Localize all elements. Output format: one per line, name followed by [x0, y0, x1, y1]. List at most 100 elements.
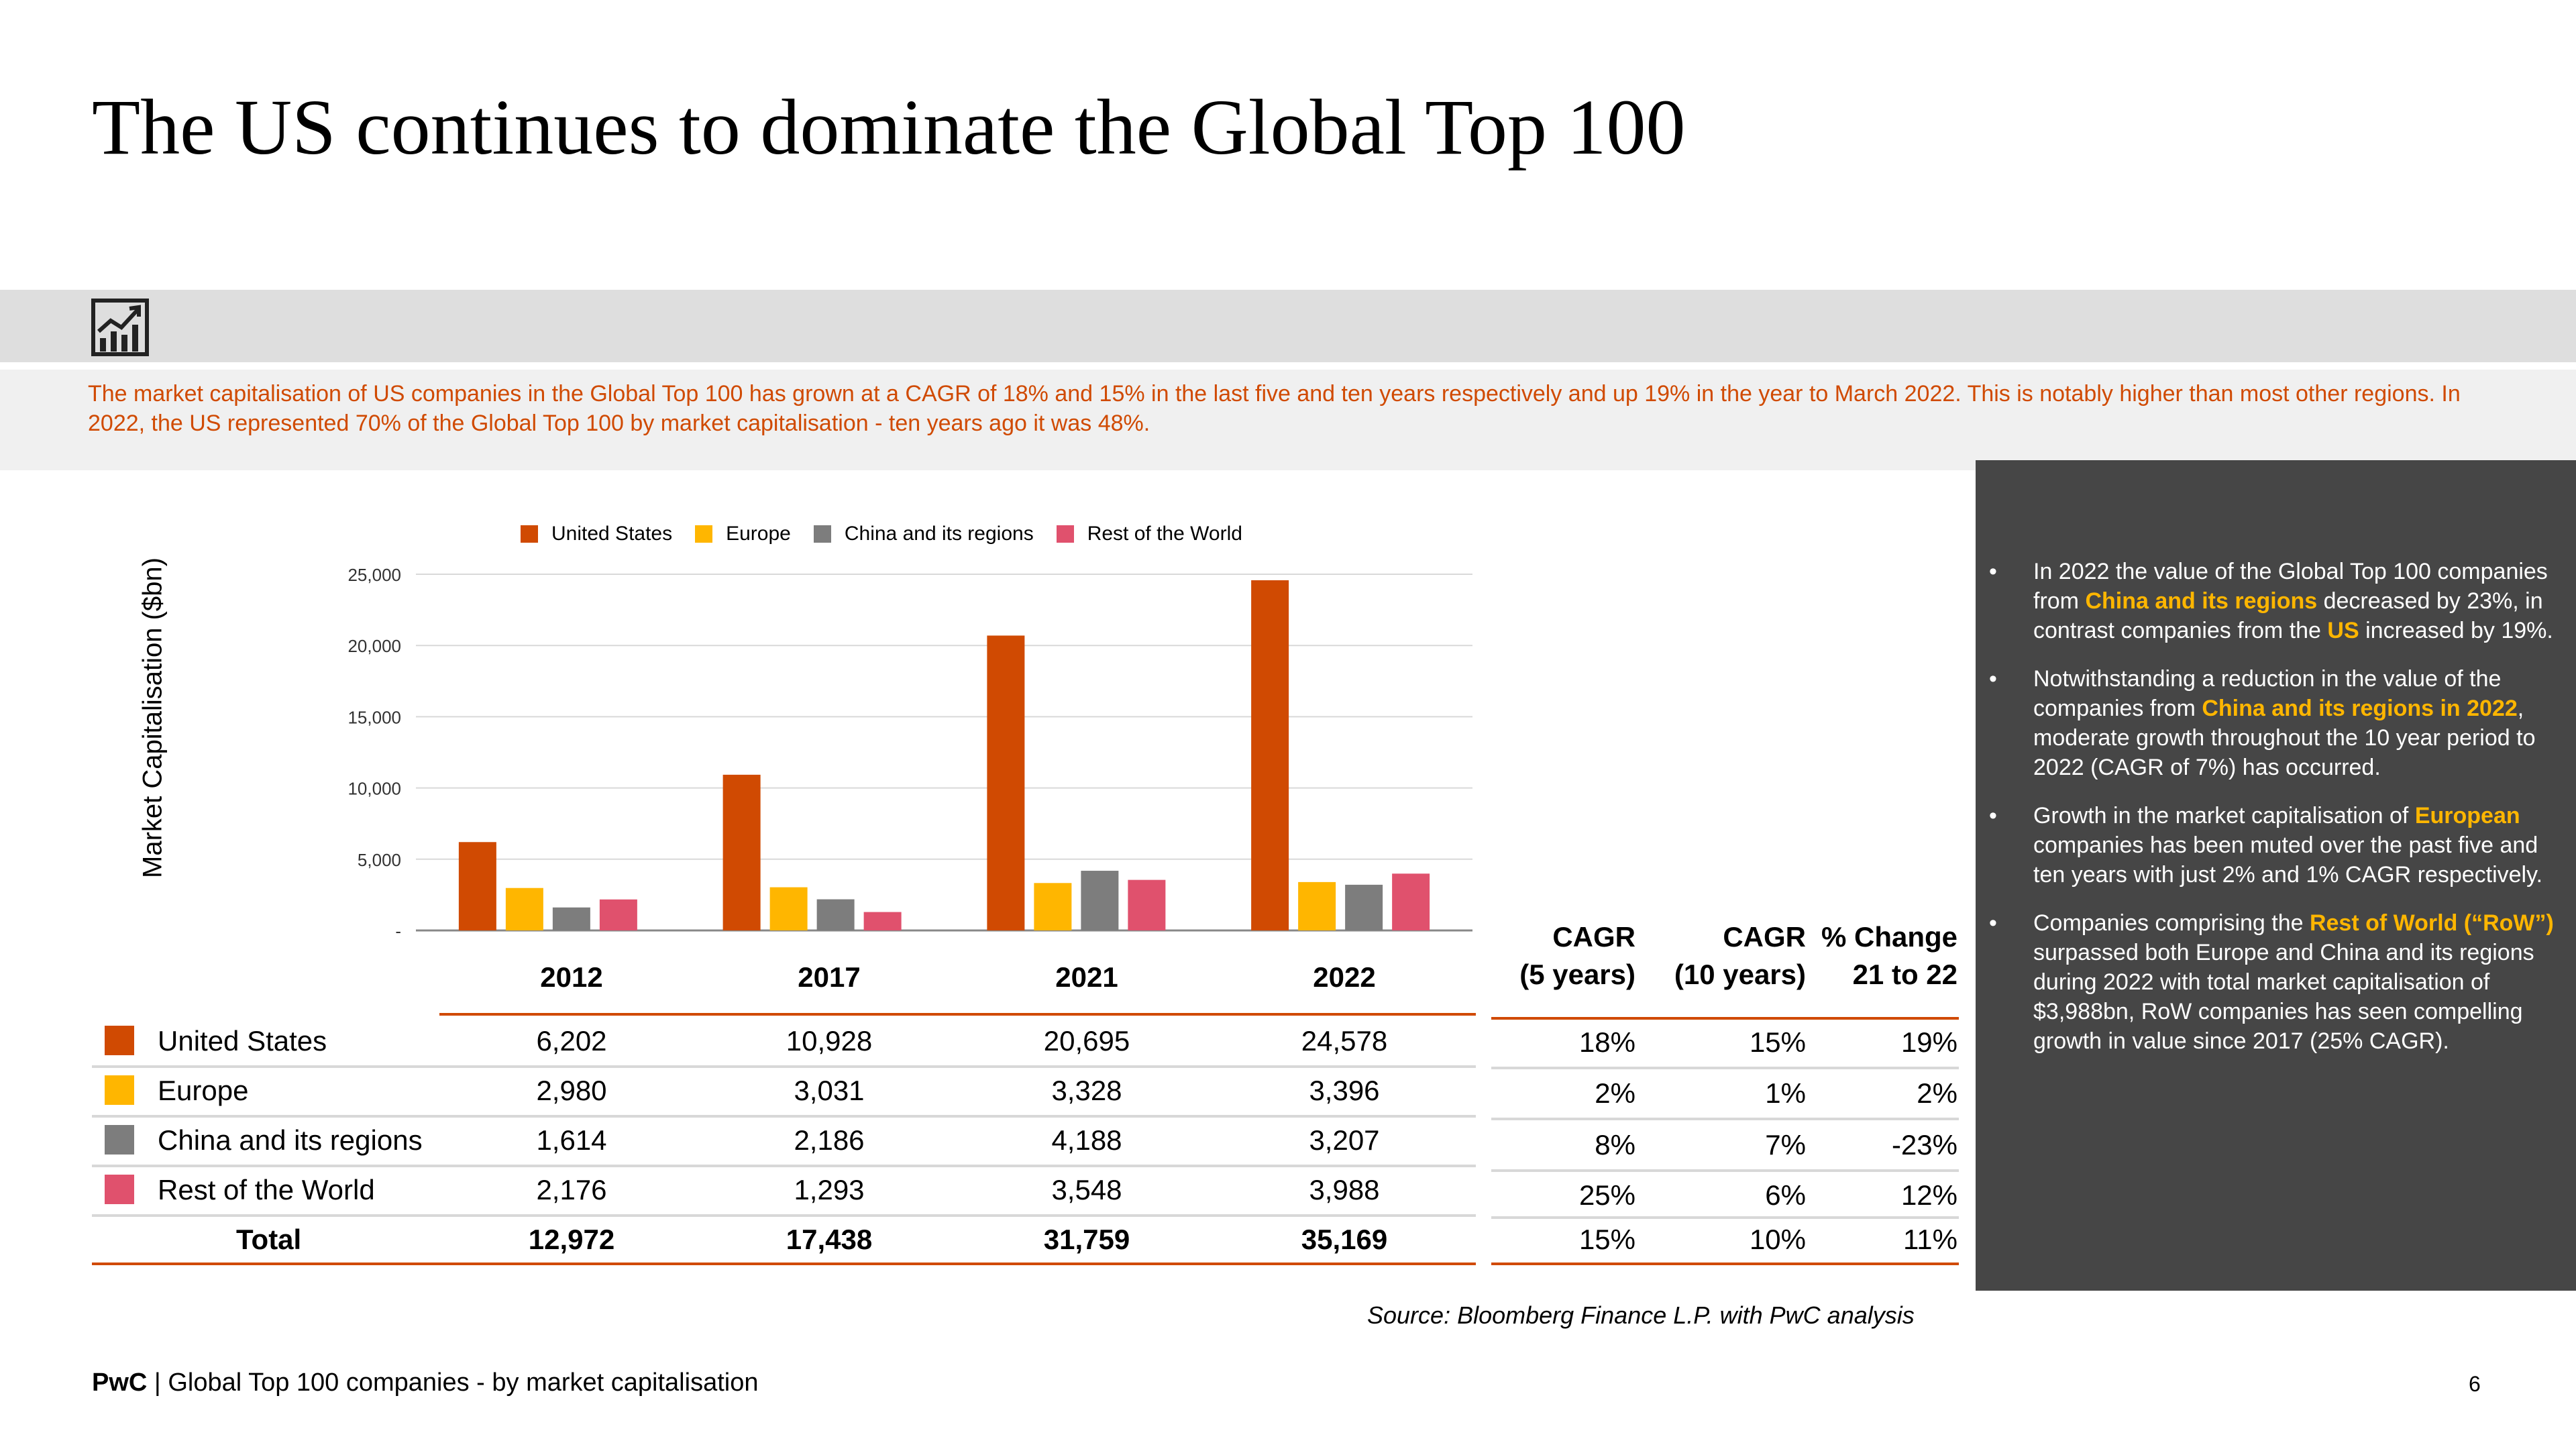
commentary-panel — [1976, 460, 2576, 1291]
row-swatch-rest-of-the-world — [105, 1175, 134, 1204]
y-tick-label: 10,000 — [347, 779, 401, 799]
bullet-marker: • — [1989, 559, 1997, 584]
bar-rest-of-the-world-2012 — [599, 899, 637, 930]
cell-growth: 7% — [1765, 1129, 1806, 1161]
row-divider — [92, 1115, 1476, 1118]
bullet-marker: • — [1989, 910, 1997, 936]
legend-label: China and its regions — [844, 523, 1034, 545]
bullet-marker: • — [1989, 666, 1997, 692]
bottom-rule — [1491, 1263, 1959, 1265]
highlight-text: China and its regions in 2022 — [2202, 696, 2518, 721]
cell-value: 1,614 — [536, 1124, 607, 1156]
bar-china-and-its-regions-2017 — [816, 899, 855, 930]
cell-value: 2,980 — [536, 1075, 607, 1106]
total-value: 12,972 — [528, 1224, 615, 1255]
total-value: 17,438 — [786, 1224, 873, 1255]
source-note: Source: Bloomberg Finance L.P. with PwC … — [1367, 1301, 1915, 1329]
legend-label: United States — [551, 523, 673, 545]
row-divider — [92, 1065, 1476, 1068]
bar-china-and-its-regions-2022 — [1345, 884, 1383, 930]
cell-value: 3,988 — [1309, 1174, 1380, 1205]
row-label: Europe — [158, 1075, 249, 1106]
growth-header: (10 years) — [1674, 959, 1806, 990]
legend-swatch — [695, 525, 713, 543]
highlight-text: China and its regions — [2085, 588, 2318, 614]
bar-united-states-2017 — [722, 774, 761, 930]
bullet-text: companies has been muted over the past f… — [2033, 833, 2543, 888]
bullet-text: In 2022 the value of the Global Top 100 … — [2033, 559, 2548, 614]
bullet-item: • Growth in the market capitalisation of … — [1989, 801, 2559, 890]
bullet-text: decreased by 23%, in contrast companies … — [2033, 588, 2543, 643]
bullet-text: Growth in the market capitalisation of — [2033, 803, 2415, 828]
legend-item: China and its regions — [813, 523, 1034, 545]
cell-growth: 2% — [1917, 1077, 1957, 1109]
legend-swatch — [521, 525, 538, 543]
total-value: 31,759 — [1043, 1224, 1130, 1255]
cell-value: 3,031 — [794, 1075, 865, 1106]
bullet-text: increased by 19%. — [2359, 618, 2553, 643]
bar-rest-of-the-world-2021 — [1128, 879, 1166, 930]
highlight-text: Rest of World (“RoW”) — [2309, 910, 2554, 936]
cell-value: 3,207 — [1309, 1124, 1380, 1156]
cell-growth: 8% — [1595, 1129, 1635, 1161]
y-tick-label: 5,000 — [358, 850, 401, 870]
bottom-rule — [92, 1263, 1476, 1265]
header-rule — [439, 1013, 1476, 1016]
row-divider — [92, 1214, 1476, 1217]
bar-united-states-2012 — [458, 842, 496, 930]
year-header: 2017 — [798, 961, 861, 993]
bullet-marker: • — [1989, 803, 1997, 828]
cell-growth: 18% — [1578, 1026, 1635, 1058]
cell-value: 4,188 — [1051, 1124, 1122, 1156]
bullet-item: • Notwithstanding a reduction in the valu… — [1989, 664, 2559, 782]
bar-europe-2022 — [1298, 881, 1336, 930]
cell-growth: 15% — [1749, 1026, 1806, 1058]
cell-growth: 12% — [1900, 1179, 1957, 1211]
row-swatch-europe — [105, 1075, 134, 1105]
page-number: 6 — [2469, 1372, 2481, 1396]
growth-header: (5 years) — [1519, 959, 1635, 990]
legend-item: Europe — [695, 523, 791, 545]
cell-value: 3,548 — [1051, 1174, 1122, 1205]
cell-value: 3,396 — [1309, 1075, 1380, 1106]
growth-header: 21 to 22 — [1852, 959, 1957, 990]
total-growth: 15% — [1578, 1224, 1635, 1255]
footer: PwC | Global Top 100 companies - by mark… — [92, 1368, 758, 1397]
legend-label: Europe — [726, 523, 791, 545]
bullet-item: • Companies comprising the Rest of World … — [1989, 908, 2559, 1056]
total-label: Total — [236, 1224, 302, 1255]
cell-value: 1,293 — [794, 1174, 865, 1205]
cell-growth: 25% — [1578, 1179, 1635, 1211]
row-label: United States — [158, 1025, 327, 1057]
legend-item: United States — [521, 523, 672, 545]
footer-brand: PwC — [92, 1368, 148, 1397]
year-header: 2021 — [1055, 961, 1118, 993]
highlight-text: US — [2327, 618, 2359, 643]
bullet-text: surpassed both Europe and China and its … — [2033, 940, 2534, 1054]
footer-text: Global Top 100 companies - by market cap… — [168, 1368, 759, 1397]
summary-text: The market capitalisation of US companie… — [88, 381, 2461, 436]
legend-swatch — [1056, 525, 1074, 543]
legend-swatch — [813, 525, 831, 543]
cell-growth: 6% — [1765, 1179, 1806, 1211]
growth-header: CAGR — [1723, 921, 1806, 953]
cell-growth: 1% — [1765, 1077, 1806, 1109]
bar-china-and-its-regions-2012 — [552, 907, 590, 930]
bar-united-states-2021 — [987, 635, 1025, 930]
y-tick-label: 20,000 — [347, 636, 401, 656]
row-divider — [1491, 1216, 1959, 1219]
bullet-text: Notwithstanding a reduction in the value… — [2033, 666, 2502, 721]
cell-value: 2,176 — [536, 1174, 607, 1205]
row-label: Rest of the World — [158, 1174, 375, 1205]
year-header: 2012 — [540, 961, 603, 993]
commentary-bullets: • In 2022 the value of the Global Top 100… — [1989, 557, 2559, 1075]
chart-legend: United States Europe China and its regions… — [521, 521, 1265, 547]
cell-value: 20,695 — [1043, 1025, 1130, 1057]
cell-value: 10,928 — [786, 1025, 873, 1057]
legend-item: Rest of the World — [1056, 523, 1242, 545]
cell-value: 6,202 — [536, 1025, 607, 1057]
total-value: 35,169 — [1301, 1224, 1388, 1255]
bullet-text: , moderate growth throughout the 10 year… — [2033, 696, 2536, 780]
bullet-text: Companies comprising the — [2033, 910, 2310, 936]
cell-growth: -23% — [1891, 1129, 1957, 1161]
